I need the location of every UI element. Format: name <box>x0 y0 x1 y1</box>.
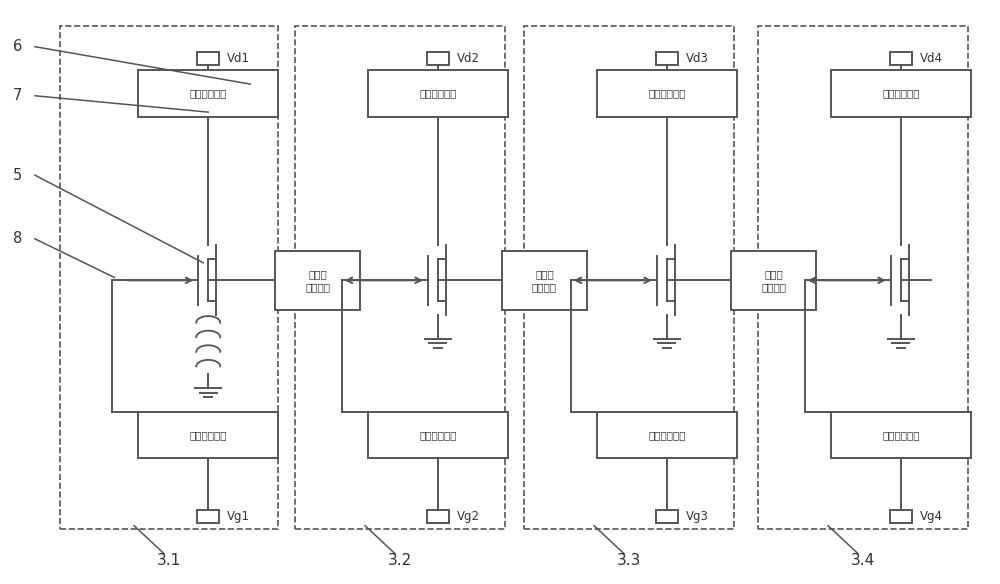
Bar <box>368 412 508 458</box>
Text: 三级滤波电路: 三级滤波电路 <box>882 430 920 440</box>
Text: 3.1: 3.1 <box>157 553 181 568</box>
Bar <box>656 510 678 523</box>
Text: 三级滤波电路: 三级滤波电路 <box>419 88 457 99</box>
Bar <box>597 70 737 117</box>
Bar <box>138 70 278 117</box>
Text: Vd1: Vd1 <box>227 52 250 65</box>
Text: 中间级
匹配电路: 中间级 匹配电路 <box>532 269 557 292</box>
Bar <box>731 251 816 310</box>
Bar <box>197 52 219 65</box>
Bar <box>597 412 737 458</box>
Bar <box>831 70 971 117</box>
Text: 3.2: 3.2 <box>388 553 412 568</box>
Bar <box>890 52 912 65</box>
Text: Vd3: Vd3 <box>686 52 709 65</box>
Text: 中间级
匹配电路: 中间级 匹配电路 <box>761 269 786 292</box>
Text: Vd2: Vd2 <box>457 52 480 65</box>
Bar <box>890 510 912 523</box>
Bar <box>138 412 278 458</box>
Bar <box>427 52 449 65</box>
Text: Vg1: Vg1 <box>227 510 250 523</box>
Text: 5: 5 <box>13 168 22 183</box>
Text: Vg4: Vg4 <box>920 510 943 523</box>
Text: Vg2: Vg2 <box>457 510 480 523</box>
Bar <box>656 52 678 65</box>
Text: 7: 7 <box>13 88 22 103</box>
Bar <box>831 412 971 458</box>
Bar <box>197 510 219 523</box>
Text: 三级滤波电路: 三级滤波电路 <box>882 88 920 99</box>
Bar <box>295 26 505 529</box>
Text: 3.3: 3.3 <box>617 553 641 568</box>
Text: 中间级
匹配电路: 中间级 匹配电路 <box>305 269 330 292</box>
Bar <box>427 510 449 523</box>
Text: 三级滤波电路: 三级滤波电路 <box>189 88 227 99</box>
Text: 三级滤波电路: 三级滤波电路 <box>419 430 457 440</box>
Bar <box>524 26 734 529</box>
Bar <box>368 70 508 117</box>
Text: Vd4: Vd4 <box>920 52 943 65</box>
Text: 3.4: 3.4 <box>851 553 875 568</box>
Text: 8: 8 <box>13 231 22 246</box>
Text: Vg3: Vg3 <box>686 510 709 523</box>
Bar <box>758 26 968 529</box>
Bar <box>60 26 278 529</box>
Bar <box>502 251 587 310</box>
Text: 三级滤波电路: 三级滤波电路 <box>189 430 227 440</box>
Text: 三级滤波电路: 三级滤波电路 <box>648 430 686 440</box>
Bar <box>275 251 360 310</box>
Text: 三级滤波电路: 三级滤波电路 <box>648 88 686 99</box>
Text: 6: 6 <box>13 39 22 54</box>
